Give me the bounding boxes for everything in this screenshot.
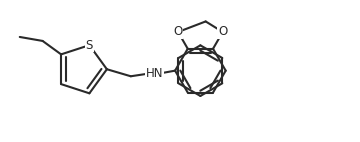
Text: HN: HN: [146, 67, 163, 80]
Text: O: O: [174, 25, 183, 38]
Text: S: S: [86, 39, 93, 52]
Text: O: O: [218, 25, 227, 38]
Text: HN: HN: [146, 67, 163, 80]
